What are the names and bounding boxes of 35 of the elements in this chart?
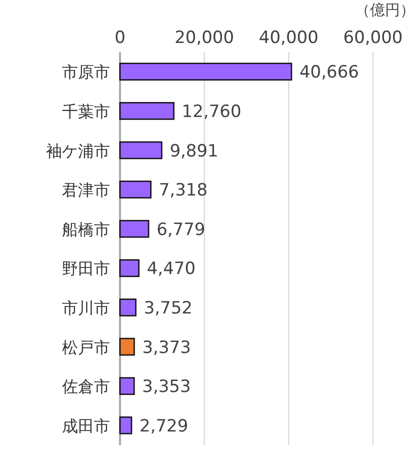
data-label: 40,666 — [299, 62, 359, 83]
y-tick-label: 千葉市 — [62, 102, 110, 121]
bar — [119, 141, 162, 160]
data-label: 3,752 — [144, 298, 192, 318]
bar — [119, 102, 174, 120]
y-tick-label: 野田市 — [62, 259, 110, 278]
x-tick-label: 20,000 — [174, 28, 234, 48]
bar — [119, 416, 132, 434]
data-label: 9,891 — [170, 141, 218, 162]
bar — [119, 220, 150, 238]
y-tick-label: 市原市 — [62, 62, 110, 82]
data-label: 7,318 — [158, 180, 208, 201]
data-label: 3,373 — [142, 338, 191, 358]
bar — [119, 338, 135, 356]
bar — [119, 62, 292, 81]
y-tick-label: 佐倉市 — [62, 377, 110, 396]
y-tick-label: 君津市 — [62, 180, 110, 200]
data-label: 2,729 — [140, 416, 188, 436]
y-tick-label: 船橋市 — [62, 220, 110, 239]
y-tick-label: 成田市 — [62, 416, 110, 436]
y-tick-label: 袖ケ浦市 — [46, 141, 110, 160]
bar — [119, 259, 140, 278]
x-tick-label: 60,000 — [343, 28, 403, 48]
data-label: 3,353 — [142, 377, 191, 398]
bar — [119, 180, 152, 198]
data-label: 12,760 — [182, 102, 242, 122]
bar — [119, 377, 135, 395]
x-axis-title: （億円） — [355, 1, 415, 19]
data-label: 4,470 — [146, 259, 196, 280]
x-tick-label: 40,000 — [258, 28, 318, 48]
bar — [119, 298, 136, 316]
data-label: 6,779 — [156, 220, 206, 240]
y-tick-label: 松戸市 — [62, 338, 110, 357]
y-tick-label: 市川市 — [62, 298, 110, 318]
x-tick-label: 0 — [114, 28, 126, 48]
